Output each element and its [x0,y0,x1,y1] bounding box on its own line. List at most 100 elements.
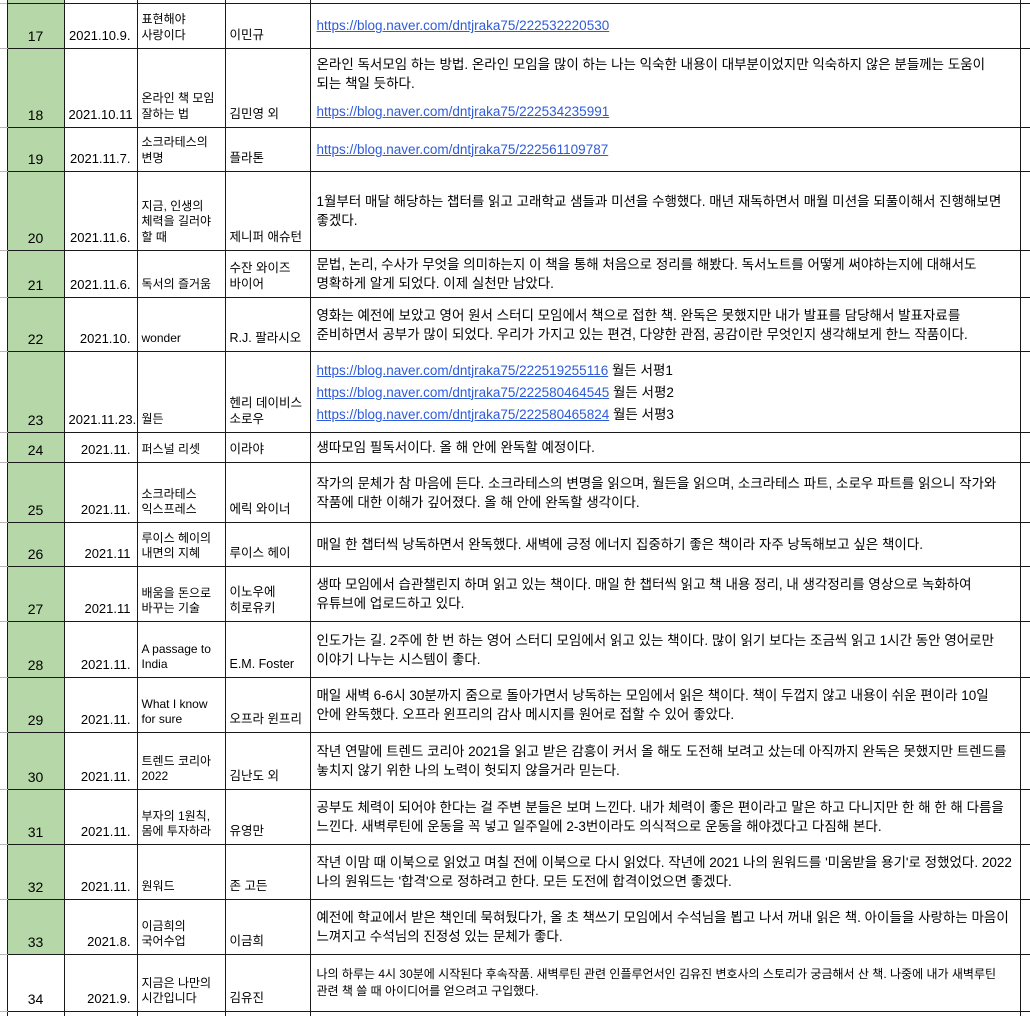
row-number-cell[interactable]: 33 [6,899,65,956]
review-cell[interactable]: 예전에 학교에서 받은 책인데 묵혀뒀다가, 올 초 책쓰기 모임에서 수석님을… [309,899,1021,956]
link-suffix: 월든 서평2 [609,384,674,400]
title-cell[interactable]: 이금희의 국어수업 [136,899,226,956]
author-cell[interactable]: 제니퍼 애슈턴 [224,171,311,251]
date-cell[interactable]: 2021.11. [63,432,138,464]
title-cell[interactable]: 배움을 돈으로 바꾸는 기술 [136,566,226,623]
row-number-cell[interactable]: 26 [6,522,65,568]
review-cell[interactable]: 온라인 독서모임 하는 방법. 온라인 모임을 많이 하는 나는 익숙한 내용이… [309,48,1021,128]
date-cell[interactable]: 2021.11. [63,462,138,524]
date-cell[interactable]: 2021.8. [63,899,138,956]
author-cell[interactable]: 루이스 헤이 [224,522,311,568]
date-cell[interactable]: 2021.9. [63,954,138,1013]
title-cell[interactable]: A passage to India [136,621,226,679]
author-cell[interactable]: 수잔 와이즈 바이어 [224,249,311,299]
review-link[interactable]: https://blog.naver.com/dntjraka75/222580… [316,406,610,422]
author-cell[interactable]: 유영만 [224,789,311,846]
review-cell[interactable]: 1월부터 매달 해당하는 챕터를 읽고 고래학교 샘들과 미션을 수행했다. 매… [309,171,1021,251]
title-cell[interactable]: 소크라테스 익스프레스 [136,462,226,524]
review-cell[interactable]: https://blog.naver.com/dntjraka75/222561… [309,127,1021,172]
title-cell[interactable]: 지금은 나만의 시간입니다 [136,954,226,1013]
title-cell[interactable]: 지금, 인생의 체력을 길러야 할 때 [136,171,226,251]
date-cell[interactable]: 2021.10. [63,297,138,353]
row-number-cell[interactable]: 32 [6,844,65,901]
review-cell[interactable]: 영화는 예전에 보았고 영어 원서 스터디 모임에서 책으로 접한 책. 완독은… [309,297,1021,353]
review-cell[interactable]: 작년 이맘 때 이북으로 읽었고 며칠 전에 이북으로 다시 읽었다. 작년에 … [309,844,1021,901]
row-number-cell[interactable]: 19 [6,127,65,172]
date-cell[interactable]: 2021.11.6. [63,249,138,299]
row-number-cell[interactable]: 34 [6,954,65,1013]
date-cell[interactable]: 2021.11 [63,566,138,623]
author-cell[interactable]: E.M. Foster [224,621,311,679]
date-cell[interactable]: 2021.11. [63,732,138,791]
title-cell[interactable]: 루이스 헤이의 내면의 지혜 [136,522,226,568]
row-number-cell[interactable]: 27 [6,566,65,623]
row-number-cell[interactable]: 31 [6,789,65,846]
review-cell[interactable]: 생따모임 필독서이다. 올 해 안에 완독할 예정이다. [309,432,1021,464]
title-cell[interactable]: 소크라테스의 변명 [136,127,226,172]
author-cell [224,1011,311,1016]
row-number-cell[interactable]: 24 [6,432,65,464]
review-cell[interactable]: 인도가는 길. 2주에 한 번 하는 영어 스터디 모임에서 읽고 있는 책이다… [309,621,1021,679]
row-number-cell[interactable]: 23 [6,351,65,434]
author-cell[interactable]: 이금희 [224,899,311,956]
author-cell[interactable]: 존 고든 [224,844,311,901]
date-cell[interactable]: 2021.11.6. [63,171,138,251]
review-cell[interactable]: 공부도 체력이 되어야 한다는 걸 주변 분들은 보며 느낀다. 내가 체력이 … [309,789,1021,846]
date-cell[interactable]: 2021.10.11 [63,48,138,128]
author-cell[interactable]: 에릭 와이너 [224,462,311,524]
title-cell[interactable]: 독서의 즐거움 [136,249,226,299]
author-cell[interactable]: 김난도 외 [224,732,311,791]
review-link[interactable]: https://blog.naver.com/dntjraka75/222561… [316,141,609,157]
author-cell[interactable]: R.J. 팔라시오 [224,297,311,353]
review-cell[interactable]: https://blog.naver.com/dntjraka75/222532… [309,3,1021,49]
author-cell[interactable]: 이민규 [224,3,311,49]
row-number-cell[interactable]: 22 [6,297,65,353]
review-cell[interactable]: 문법, 논리, 수사가 무엇을 의미하는지 이 책을 통해 처음으로 정리를 해… [309,249,1021,299]
author-cell[interactable]: 김유진 [224,954,311,1013]
author-cell[interactable]: 플라톤 [224,127,311,172]
author-cell[interactable]: 김민영 외 [224,48,311,128]
author-cell[interactable]: 이라야 [224,432,311,464]
date-cell[interactable]: 2021.11.23. [63,351,138,434]
author-cell[interactable]: 이노우에 히로유키 [224,566,311,623]
review-link[interactable]: https://blog.naver.com/dntjraka75/222519… [316,362,609,378]
title-cell[interactable]: 퍼스널 리셋 [136,432,226,464]
row-number-cell[interactable]: 29 [6,677,65,734]
review-cell[interactable]: 매일 한 챕터씩 낭독하면서 완독했다. 새벽에 긍정 에너지 집중하기 좋은 … [309,522,1021,568]
date-cell[interactable]: 2021.10.9. [63,3,138,49]
review-cell[interactable]: 작가의 문체가 참 마음에 든다. 소크라테스의 변명을 읽으며, 월든을 읽으… [309,462,1021,524]
author-cell[interactable]: 헨리 데이비스 소로우 [224,351,311,434]
date-cell[interactable]: 2021.11. [63,844,138,901]
title-cell[interactable]: What I know for sure [136,677,226,734]
review-cell[interactable]: 매일 새벽 6-6시 30분까지 줌으로 돌아가면서 낭독하는 모임에서 읽은 … [309,677,1021,734]
title-cell[interactable]: 온라인 책 모임 잘하는 법 [136,48,226,128]
right-strip [1019,297,1030,353]
review-link[interactable]: https://blog.naver.com/dntjraka75/222580… [316,384,610,400]
title-cell[interactable]: 원워드 [136,844,226,901]
review-cell[interactable]: 나의 하루는 4시 30분에 시작된다 후속작품. 새벽루틴 관련 인플루언서인… [309,954,1021,1013]
row-number-cell[interactable]: 18 [6,48,65,128]
row-number-cell[interactable]: 21 [6,249,65,299]
title-cell[interactable]: 부자의 1원칙, 몸에 투자하라 [136,789,226,846]
title-cell[interactable]: wonder [136,297,226,353]
left-strip [0,48,8,128]
date-cell[interactable]: 2021.11.7. [63,127,138,172]
row-number-cell[interactable]: 30 [6,732,65,791]
title-cell[interactable]: 표현해야 사랑이다 [136,3,226,49]
row-number-cell[interactable]: 17 [6,3,65,49]
date-cell[interactable]: 2021.11. [63,789,138,846]
review-link[interactable]: https://blog.naver.com/dntjraka75/222532… [316,18,610,34]
review-cell[interactable]: 작년 연말에 트렌드 코리아 2021을 읽고 받은 감흥이 커서 올 해도 도… [309,732,1021,791]
date-cell[interactable]: 2021.11. [63,677,138,734]
author-cell[interactable]: 오프라 윈프리 [224,677,311,734]
title-cell[interactable]: 트렌드 코리아 2022 [136,732,226,791]
review-cell[interactable]: 생따 모임에서 습관챌린지 하며 읽고 있는 책이다. 매일 한 챕터씩 읽고 … [309,566,1021,623]
date-cell[interactable]: 2021.11. [63,621,138,679]
row-number-cell[interactable]: 25 [6,462,65,524]
row-number-cell[interactable]: 20 [6,171,65,251]
review-link[interactable]: https://blog.naver.com/dntjraka75/222534… [316,104,610,120]
title-cell[interactable]: 월든 [136,351,226,434]
review-cell[interactable]: https://blog.naver.com/dntjraka75/222519… [309,351,1021,434]
date-cell[interactable]: 2021.11 [63,522,138,568]
row-number-cell[interactable]: 28 [6,621,65,679]
